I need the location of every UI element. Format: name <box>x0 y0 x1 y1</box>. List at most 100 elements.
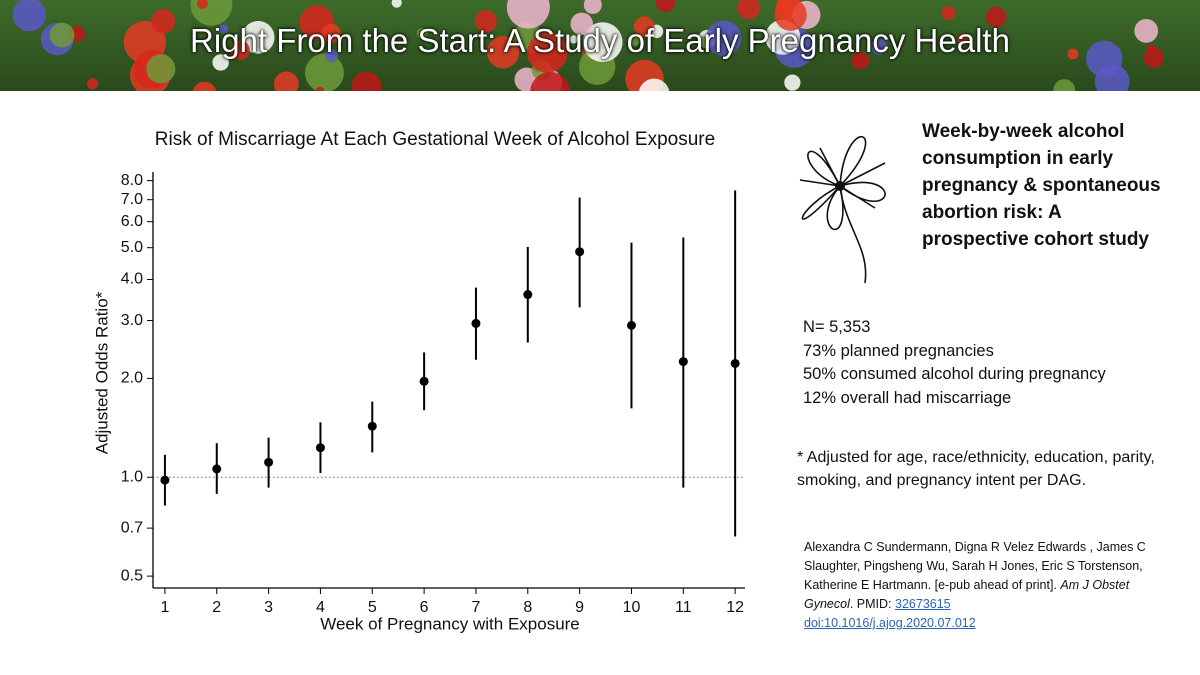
flower <box>241 21 275 54</box>
x-tick-label: 4 <box>316 599 325 616</box>
flower <box>1053 79 1076 91</box>
stat-line: 50% consumed alcohol during pregnancy <box>803 365 1106 383</box>
stats: N= 5,353 73% planned pregnancies 50% consu… <box>803 316 1106 410</box>
flower <box>784 74 801 91</box>
flower <box>304 53 344 91</box>
panel-heading: Week-by-week alcohol consumption in earl… <box>922 121 1161 250</box>
flower <box>12 0 47 32</box>
flower <box>851 51 870 70</box>
flower <box>416 27 428 39</box>
point <box>419 376 429 386</box>
chart-title: Risk of Miscarriage At Each Gestational … <box>155 129 715 150</box>
flower <box>474 10 497 33</box>
flower <box>325 49 338 62</box>
point <box>264 457 274 467</box>
x-tick-label: 1 <box>160 599 169 616</box>
flower <box>49 22 75 48</box>
flower <box>582 22 623 63</box>
flower <box>321 23 342 44</box>
flower <box>705 20 742 56</box>
flower <box>391 0 402 8</box>
pmid-link[interactable]: 32673615 <box>895 597 951 611</box>
y-tick-label: 1.0 <box>121 468 143 485</box>
point <box>160 475 170 485</box>
x-tick-label: 11 <box>675 599 692 616</box>
point <box>212 464 222 474</box>
point <box>575 247 585 257</box>
flower <box>1143 47 1164 68</box>
x-tick-label: 9 <box>575 599 584 616</box>
y-tick-label: 0.5 <box>121 567 143 584</box>
point <box>626 320 636 330</box>
flower <box>697 36 709 48</box>
y-tick-label: 2.0 <box>121 370 143 387</box>
x-axis-label: Week of Pregnancy with Exposure <box>320 614 580 633</box>
flower <box>638 78 670 91</box>
flower <box>870 38 888 55</box>
y-axis-label: Adjusted Odds Ratio* <box>92 291 111 454</box>
citation-authors: Alexandra C Sundermann, Digna R Velez Ed… <box>804 540 1146 592</box>
banner-title: Right From the Start: A Study of Early P… <box>190 22 1010 59</box>
flower <box>1067 48 1079 60</box>
y-tick-label: 6.0 <box>121 213 143 230</box>
flower-icon <box>799 135 886 284</box>
y-tick-label: 7.0 <box>121 191 143 208</box>
citation-journal: Am J Obstet Gynecol <box>804 578 1130 611</box>
y-tick-label: 5.0 <box>121 239 143 256</box>
x-tick-label: 6 <box>420 599 429 616</box>
flower <box>351 71 382 91</box>
point <box>523 290 533 300</box>
flower <box>87 78 99 90</box>
citation: Alexandra C Sundermann, Digna R Velez Ed… <box>804 538 1174 633</box>
flower <box>941 6 956 20</box>
y-tick-label: 4.0 <box>121 271 143 288</box>
flower <box>1086 40 1123 78</box>
doi-link[interactable]: doi:10.1016/j.ajog.2020.07.012 <box>804 616 976 630</box>
x-tick-label: 10 <box>623 599 641 616</box>
flower <box>196 0 208 10</box>
flower <box>570 12 593 36</box>
flower <box>633 16 655 37</box>
flower <box>1134 18 1159 43</box>
stat-line: 73% planned pregnancies <box>803 341 994 360</box>
y-tick-label: 8.0 <box>121 172 143 189</box>
x-tick-label: 7 <box>472 599 481 616</box>
point <box>471 318 481 328</box>
x-tick-label: 12 <box>726 599 744 616</box>
flower <box>986 6 1007 28</box>
x-tick-label: 5 <box>368 599 377 616</box>
y-tick-label: 0.7 <box>121 519 143 536</box>
flower <box>192 81 217 91</box>
y-tick-label: 3.0 <box>121 312 143 329</box>
flower <box>957 33 969 45</box>
stat-line: N= 5,353 <box>803 318 871 336</box>
flower <box>273 71 299 91</box>
x-tick-label: 2 <box>212 599 221 616</box>
point <box>678 357 688 367</box>
flower <box>627 33 640 47</box>
flower <box>655 0 676 13</box>
flower <box>315 86 325 91</box>
point <box>315 443 325 453</box>
flower <box>151 9 176 34</box>
flower <box>506 0 550 29</box>
stat-line: 12% overall had miscarriage <box>803 388 1012 407</box>
point <box>730 358 740 368</box>
chart: Risk of Miscarriage At Each Gestational … <box>92 129 745 633</box>
flower <box>230 40 250 60</box>
flower <box>146 54 176 84</box>
x-tick-label: 3 <box>264 599 273 616</box>
flower <box>774 0 807 31</box>
flower <box>583 0 602 14</box>
flower <box>486 36 520 69</box>
flower <box>527 32 568 73</box>
flower <box>737 0 761 20</box>
flower <box>569 35 578 44</box>
x-tick-label: 8 <box>523 599 532 616</box>
banner <box>0 0 1200 91</box>
citation-pmid-label: . PMID: <box>849 597 892 611</box>
point <box>367 421 377 431</box>
flower <box>530 71 571 91</box>
footnote: * Adjusted for age, race/ethnicity, educ… <box>797 449 1155 489</box>
